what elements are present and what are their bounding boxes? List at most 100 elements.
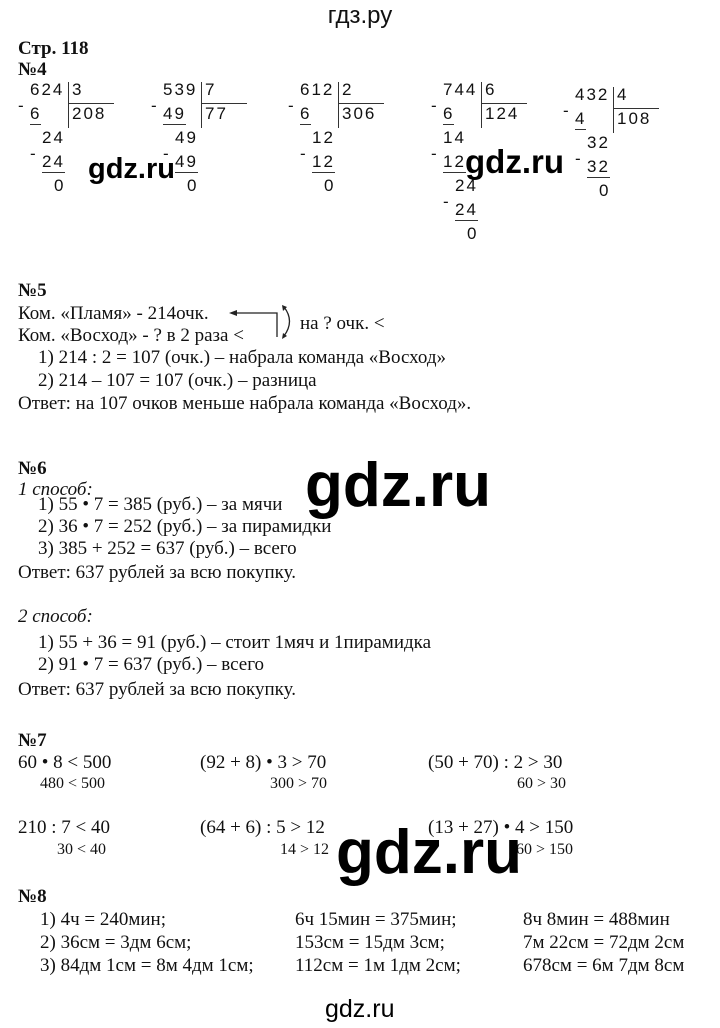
minus-sign: - bbox=[288, 96, 296, 115]
subtrahend: 6 bbox=[300, 104, 312, 125]
task6-method1-title: 1 способ: bbox=[18, 479, 93, 500]
footer-watermark: gdz.ru bbox=[325, 995, 395, 1023]
task6-step: 1) 55 • 7 = 385 (руб.) – за мячи bbox=[38, 494, 283, 515]
division-horizontal-line bbox=[338, 103, 384, 104]
task6-number: №6 bbox=[18, 458, 47, 479]
divisor: 2 bbox=[342, 80, 354, 99]
minus-sign: - bbox=[431, 96, 439, 115]
task7-result: 30 < 40 bbox=[57, 841, 107, 858]
division-horizontal-line bbox=[481, 103, 527, 104]
task5-step: 1) 214 : 2 = 107 (очк.) – набрала команд… bbox=[38, 347, 447, 368]
task8-cell: 678см = 6м 7дм 8см bbox=[523, 955, 685, 976]
quotient: 77 bbox=[205, 104, 228, 123]
task8-cell: 3) 84дм 1см = 8м 4дм 1см; bbox=[40, 955, 254, 976]
task5-line2: Ком. «Восход» - ? в 2 раза < bbox=[18, 325, 244, 346]
divisor: 6 bbox=[485, 80, 497, 99]
task5-line1: Ком. «Пламя» - 214очк. bbox=[18, 303, 209, 324]
task6-step: 3) 385 + 252 = 637 (руб.) – всего bbox=[38, 538, 297, 559]
arrow-icon bbox=[229, 310, 278, 337]
task6-step: 1) 55 + 36 = 91 (руб.) – стоит 1мяч и 1п… bbox=[38, 632, 432, 653]
minus-sign: - bbox=[443, 192, 451, 211]
divisor: 7 bbox=[205, 80, 217, 99]
task8-cell: 8ч 8мин = 488мин bbox=[523, 909, 670, 930]
curved-arrow-icon bbox=[282, 305, 291, 339]
watermark: gdz.ru bbox=[465, 143, 564, 180]
task8-cell: 7м 22см = 72дм 2см bbox=[523, 932, 685, 953]
task7-result: 160 > 150 bbox=[508, 841, 574, 858]
subtrahend: 12 bbox=[443, 152, 466, 173]
quotient: 108 bbox=[617, 109, 652, 128]
minus-sign: - bbox=[431, 144, 439, 163]
minus-sign: - bbox=[300, 144, 308, 163]
divisor: 3 bbox=[72, 80, 84, 99]
task7-expr: 210 : 7 < 40 bbox=[18, 817, 110, 838]
minus-sign: - bbox=[163, 144, 171, 163]
watermark: gdz.ru bbox=[305, 451, 491, 520]
subtrahend: 6 bbox=[30, 104, 42, 125]
division-vertical-line bbox=[201, 82, 202, 128]
subtrahend: 49 bbox=[175, 152, 198, 173]
division-horizontal-line bbox=[201, 103, 247, 104]
task8-cell: 1) 4ч = 240мин; bbox=[40, 909, 166, 930]
remainder: 32 bbox=[587, 133, 610, 152]
minus-sign: - bbox=[575, 149, 583, 168]
remainder: 14 bbox=[443, 128, 466, 147]
watermark: gdz.ru bbox=[88, 153, 175, 185]
dividend: 744 bbox=[443, 80, 478, 99]
division-vertical-line bbox=[68, 82, 69, 128]
division-horizontal-line bbox=[613, 108, 659, 109]
quotient: 208 bbox=[72, 104, 107, 123]
task6-answer: Ответ: 637 рублей за всю покупку. bbox=[18, 562, 296, 583]
quotient: 306 bbox=[342, 104, 377, 123]
task7-expr: (13 + 27) • 4 > 150 bbox=[428, 817, 574, 838]
task5-number: №5 bbox=[18, 280, 47, 301]
task7-number: №7 bbox=[18, 730, 47, 751]
minus-sign: - bbox=[563, 101, 571, 120]
task8-cell: 2) 36см = 3дм 6см; bbox=[40, 932, 192, 953]
task8-cell: 112см = 1м 1дм 2см; bbox=[295, 955, 461, 976]
subtrahend: 24 bbox=[42, 152, 65, 173]
task6-answer: Ответ: 637 рублей за всю покупку. bbox=[18, 679, 296, 700]
task7-expr: (92 + 8) • 3 > 70 bbox=[200, 752, 327, 773]
remainder: 0 bbox=[324, 176, 336, 195]
subtrahend: 4 bbox=[575, 109, 587, 130]
division-vertical-line bbox=[613, 87, 614, 133]
watermark: gdz.ru bbox=[336, 818, 522, 887]
task5-answer: Ответ: на 107 очков меньше набрала коман… bbox=[18, 393, 472, 414]
dividend: 624 bbox=[30, 80, 65, 99]
remainder: 0 bbox=[187, 176, 199, 195]
subtrahend: 32 bbox=[587, 157, 610, 178]
task7-expr: (64 + 6) : 5 > 12 bbox=[200, 817, 325, 838]
minus-sign: - bbox=[30, 144, 38, 163]
task7-result: 480 < 500 bbox=[40, 775, 106, 792]
task4-number: №4 bbox=[18, 59, 47, 80]
dividend: 539 bbox=[163, 80, 198, 99]
comparison-arrows bbox=[229, 305, 291, 339]
division-horizontal-line bbox=[68, 103, 114, 104]
task8-cell: 153см = 15дм 3см; bbox=[295, 932, 445, 953]
remainder: 49 bbox=[175, 128, 198, 147]
remainder: 24 bbox=[42, 128, 65, 147]
subtrahend: 24 bbox=[455, 200, 478, 221]
task6-step: 2) 36 • 7 = 252 (руб.) – за пирамидки bbox=[38, 516, 332, 537]
quotient: 124 bbox=[485, 104, 520, 123]
task7-expr: (50 + 70) : 2 > 30 bbox=[428, 752, 563, 773]
task5-bracket-label: на ? очк. < bbox=[300, 313, 385, 334]
division-vertical-line bbox=[338, 82, 339, 128]
task7-result: 300 > 70 bbox=[270, 775, 328, 792]
site-header: гдз.ру bbox=[327, 2, 393, 29]
subtrahend: 12 bbox=[312, 152, 335, 173]
dividend: 612 bbox=[300, 80, 335, 99]
division-vertical-line bbox=[481, 82, 482, 128]
minus-sign: - bbox=[18, 96, 26, 115]
task8-cell: 6ч 15мин = 375мин; bbox=[295, 909, 457, 930]
task7-result: 14 > 12 bbox=[280, 841, 330, 858]
task6-step: 2) 91 • 7 = 637 (руб.) – всего bbox=[38, 654, 265, 675]
task5-step: 2) 214 – 107 = 107 (очк.) – разница bbox=[38, 370, 317, 391]
page-label: Стр. 118 bbox=[18, 38, 89, 59]
divisor: 4 bbox=[617, 85, 629, 104]
task8-number: №8 bbox=[18, 886, 47, 907]
subtrahend: 6 bbox=[443, 104, 455, 125]
remainder: 0 bbox=[54, 176, 66, 195]
